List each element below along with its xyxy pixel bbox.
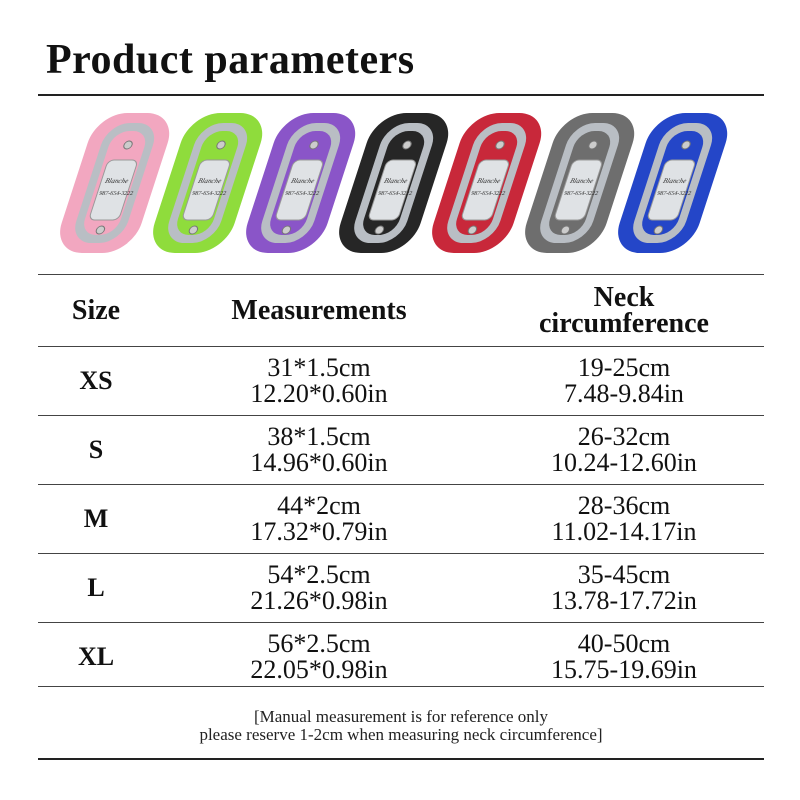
table-top-divider xyxy=(38,274,764,275)
measurements-cell: 44*2cm 17.32*0.79in xyxy=(154,485,484,554)
measure-in: 21.26*0.98in xyxy=(250,586,388,615)
note-line-2: please reserve 1-2cm when measuring neck… xyxy=(199,725,603,744)
table-row: L 54*2.5cm 21.26*0.98in 35-45cm 13.78-17.7… xyxy=(38,553,764,623)
tag-phone: 987-654-3222 xyxy=(563,191,599,197)
tag-name: Blanche xyxy=(104,177,130,185)
tag-phone: 987-654-3222 xyxy=(470,191,506,197)
collar-1: Blanche 987-654-3222 xyxy=(153,113,263,253)
size-cell: S xyxy=(88,435,104,464)
tag-phone: 987-654-3222 xyxy=(191,191,227,197)
title-divider xyxy=(38,94,764,96)
tag-phone: 987-654-3222 xyxy=(656,191,692,197)
size-cell: L xyxy=(87,573,105,602)
note-line-1: [Manual measurement is for reference onl… xyxy=(253,707,549,726)
neck-cell: 19-25cm 7.48-9.84in xyxy=(484,347,764,416)
tag-phone: 987-654-3222 xyxy=(98,191,134,197)
tag-name: Blanche xyxy=(383,177,409,185)
collar-5: Blanche 987-654-3222 xyxy=(525,113,635,253)
measure-in: 14.96*0.60in xyxy=(250,448,388,477)
neck-in: 10.24-12.60in xyxy=(551,448,697,477)
measure-cm: 56*2.5cm xyxy=(267,629,371,658)
neck-cell: 26-32cm 10.24-12.60in xyxy=(484,416,764,485)
neck-in: 15.75-19.69in xyxy=(551,655,697,684)
tag-name: Blanche xyxy=(476,177,502,185)
tag-name: Blanche xyxy=(662,177,688,185)
collar-4: Blanche 987-654-3222 xyxy=(432,113,542,253)
table-bottom-divider xyxy=(38,686,764,687)
measure-in: 17.32*0.79in xyxy=(250,517,388,546)
tag-phone: 987-654-3222 xyxy=(284,191,320,197)
header-neck: Neck circumference xyxy=(539,282,709,339)
size-table: Size Measurements Neck circumference XS 3… xyxy=(38,276,764,691)
tag-name: Blanche xyxy=(290,177,316,185)
measure-cm: 31*1.5cm xyxy=(267,353,371,382)
tag-name: Blanche xyxy=(197,177,223,185)
page-title: Product parameters xyxy=(46,37,415,83)
table-row: M 44*2cm 17.32*0.79in 28-36cm 11.02-14.17i… xyxy=(38,484,764,554)
header-size: Size xyxy=(71,295,121,326)
size-cell: XL xyxy=(77,642,115,671)
neck-cm: 40-50cm xyxy=(577,629,671,658)
collar-2: Blanche 987-654-3222 xyxy=(246,113,356,253)
neck-cell: 28-36cm 11.02-14.17in xyxy=(484,485,764,554)
tag-phone: 987-654-3222 xyxy=(377,191,413,197)
collar-0: Blanche 987-654-3222 xyxy=(60,113,170,253)
measurements-cell: 31*1.5cm 12.20*0.60in xyxy=(154,347,484,416)
collar-3: Blanche 987-654-3222 xyxy=(339,113,449,253)
measurement-note: [Manual measurement is for reference onl… xyxy=(38,708,764,744)
table-header-row: Size Measurements Neck circumference xyxy=(38,276,764,347)
tag-name: Blanche xyxy=(569,177,595,185)
neck-cm: 28-36cm xyxy=(577,491,671,520)
header-measurements: Measurements xyxy=(231,295,407,326)
neck-cm: 19-25cm xyxy=(577,353,671,382)
footer-divider xyxy=(38,758,764,760)
measurements-cell: 56*2.5cm 22.05*0.98in xyxy=(154,623,484,692)
neck-in: 7.48-9.84in xyxy=(564,379,684,408)
size-cell: XS xyxy=(79,366,113,395)
collar-product-photo: Blanche 987-654-3222 Blanche 987-654-322… xyxy=(60,113,728,253)
measure-cm: 38*1.5cm xyxy=(267,422,371,451)
measurements-cell: 54*2.5cm 21.26*0.98in xyxy=(154,554,484,623)
measure-cm: 44*2cm xyxy=(277,491,361,520)
neck-cm: 35-45cm xyxy=(577,560,671,589)
measure-cm: 54*2.5cm xyxy=(267,560,371,589)
neck-in: 11.02-14.17in xyxy=(551,517,697,546)
collar-6: Blanche 987-654-3222 xyxy=(618,113,728,253)
table-row: XL 56*2.5cm 22.05*0.98in 40-50cm 15.75-19.… xyxy=(38,622,764,692)
measurements-cell: 38*1.5cm 14.96*0.60in xyxy=(154,416,484,485)
neck-in: 13.78-17.72in xyxy=(551,586,697,615)
neck-cell: 35-45cm 13.78-17.72in xyxy=(484,554,764,623)
table-row: S 38*1.5cm 14.96*0.60in 26-32cm 10.24-12.6… xyxy=(38,415,764,485)
neck-cell: 40-50cm 15.75-19.69in xyxy=(484,623,764,692)
measure-in: 12.20*0.60in xyxy=(250,379,388,408)
size-cell: M xyxy=(83,504,109,533)
neck-cm: 26-32cm xyxy=(577,422,671,451)
measure-in: 22.05*0.98in xyxy=(250,655,388,684)
table-row: XS 31*1.5cm 12.20*0.60in 19-25cm 7.48-9.84… xyxy=(38,346,764,416)
